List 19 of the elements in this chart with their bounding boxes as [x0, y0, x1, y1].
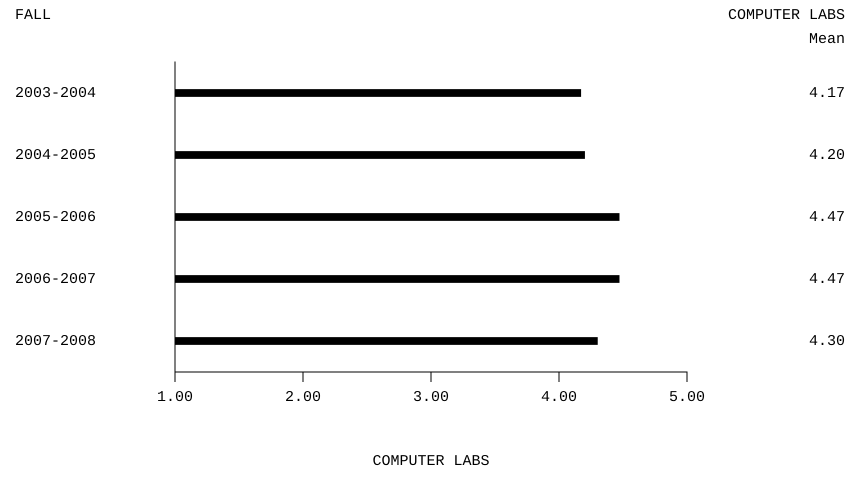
y-tick-label: 2003-2004: [15, 84, 96, 102]
text: COMPUTER LABS: [728, 6, 845, 24]
y-tick-label: 2006-2007: [15, 270, 96, 288]
y-tick-label: 2007-2008: [15, 332, 96, 350]
text: Mean: [808, 30, 845, 48]
y-axis-title: FALL: [15, 6, 52, 24]
x-tick-label: 5.00: [668, 388, 706, 406]
data-label: 4.47: [808, 270, 845, 288]
data-label: 4.17: [808, 84, 845, 102]
data-label: 4.47: [808, 208, 845, 226]
y-tick-label: 2004-2005: [15, 146, 96, 164]
x-tick-label: 2.00: [284, 388, 322, 406]
x-tick-label: 1.00: [156, 388, 194, 406]
data-label: 4.30: [808, 332, 845, 350]
data-label: 4.20: [808, 146, 845, 164]
x-tick-label: 4.00: [540, 388, 578, 406]
y-tick-label: 2005-2006: [15, 208, 96, 226]
x-axis-title: COMPUTER LABS: [372, 452, 490, 470]
x-tick-label: 3.00: [412, 388, 450, 406]
